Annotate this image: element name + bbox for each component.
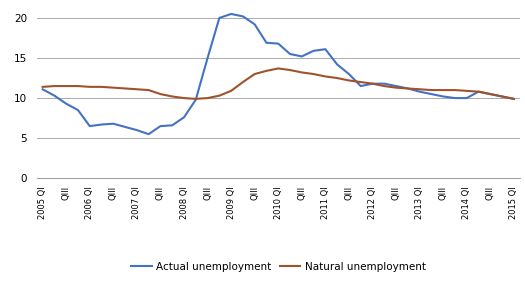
Natural unemployment [145,88,152,92]
Natural unemployment [158,92,164,96]
Actual unemployment [87,124,93,128]
Natural unemployment [98,85,104,89]
Actual unemployment [110,122,117,126]
Actual unemployment [428,92,435,96]
Actual unemployment [358,84,364,88]
Actual unemployment [334,63,340,66]
Natural unemployment [334,76,340,80]
Actual unemployment [228,12,234,16]
Natural unemployment [240,80,246,84]
Natural unemployment [464,89,470,93]
Legend: Actual unemployment, Natural unemployment: Actual unemployment, Natural unemploymen… [127,258,429,276]
Natural unemployment [475,90,481,94]
Line: Natural unemployment: Natural unemployment [43,68,514,99]
Actual unemployment [416,90,423,94]
Natural unemployment [381,84,387,88]
Actual unemployment [322,48,329,51]
Actual unemployment [440,95,446,98]
Natural unemployment [228,89,234,93]
Actual unemployment [511,97,517,101]
Natural unemployment [169,95,175,98]
Natural unemployment [287,68,293,72]
Natural unemployment [193,97,199,101]
Natural unemployment [499,95,505,98]
Natural unemployment [440,88,446,92]
Actual unemployment [393,84,399,88]
Actual unemployment [464,96,470,100]
Actual unemployment [158,124,164,128]
Actual unemployment [287,52,293,56]
Natural unemployment [75,84,81,88]
Natural unemployment [452,88,458,92]
Natural unemployment [405,87,411,90]
Natural unemployment [251,72,258,76]
Actual unemployment [51,94,58,97]
Actual unemployment [145,132,152,136]
Natural unemployment [51,84,58,88]
Actual unemployment [181,116,187,119]
Natural unemployment [310,72,317,76]
Actual unemployment [487,92,494,96]
Actual unemployment [275,42,281,45]
Natural unemployment [122,87,128,90]
Actual unemployment [310,49,317,53]
Actual unemployment [475,90,481,94]
Natural unemployment [346,79,352,82]
Actual unemployment [264,41,270,45]
Actual unemployment [169,124,175,127]
Actual unemployment [499,95,505,98]
Natural unemployment [370,82,376,86]
Natural unemployment [511,97,517,101]
Line: Actual unemployment: Actual unemployment [43,14,514,134]
Actual unemployment [346,72,352,76]
Actual unemployment [134,128,140,132]
Natural unemployment [264,69,270,73]
Natural unemployment [275,67,281,70]
Actual unemployment [370,82,376,86]
Natural unemployment [358,80,364,84]
Actual unemployment [63,102,69,105]
Natural unemployment [416,88,423,91]
Natural unemployment [428,88,435,92]
Actual unemployment [75,108,81,112]
Natural unemployment [487,92,494,96]
Natural unemployment [322,75,329,78]
Actual unemployment [98,123,104,126]
Actual unemployment [216,16,223,20]
Actual unemployment [122,125,128,129]
Natural unemployment [39,85,46,89]
Actual unemployment [193,98,199,102]
Actual unemployment [204,56,211,60]
Natural unemployment [181,96,187,100]
Natural unemployment [299,71,305,74]
Actual unemployment [405,87,411,90]
Natural unemployment [110,86,117,89]
Actual unemployment [251,23,258,26]
Natural unemployment [204,96,211,100]
Actual unemployment [452,96,458,100]
Actual unemployment [240,15,246,18]
Natural unemployment [87,85,93,89]
Actual unemployment [39,88,46,91]
Natural unemployment [134,88,140,91]
Actual unemployment [381,82,387,86]
Natural unemployment [63,84,69,88]
Actual unemployment [299,55,305,58]
Natural unemployment [393,86,399,89]
Natural unemployment [216,94,223,97]
